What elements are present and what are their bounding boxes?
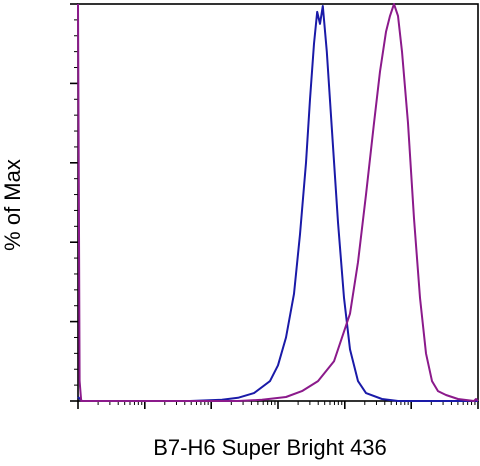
plot-frame — [70, 3, 479, 409]
histogram-series-line-1 — [77, 5, 478, 402]
plot-border — [77, 3, 479, 402]
histogram-series-line-2 — [77, 3, 479, 402]
x-axis-label: B7-H6 Super Bright 436 — [153, 435, 387, 460]
y-axis-label: % of Max — [0, 159, 25, 251]
series-layer — [77, 3, 479, 402]
